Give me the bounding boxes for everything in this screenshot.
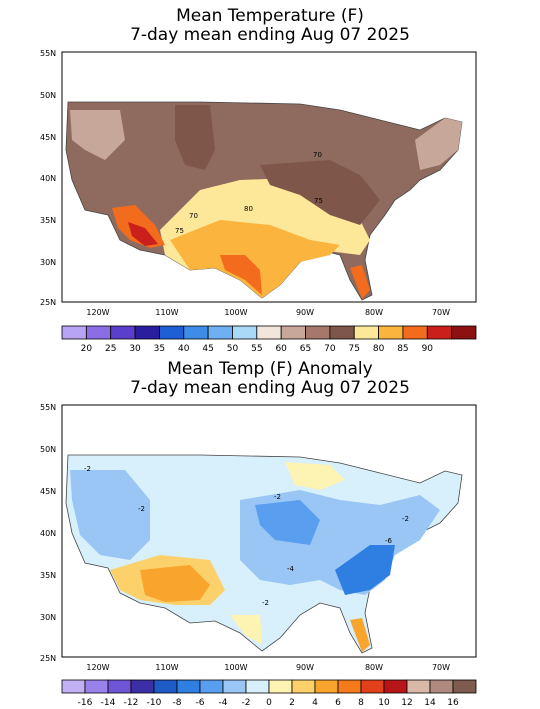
legend-swatch bbox=[451, 325, 477, 340]
panel1-lon-label: 120W bbox=[86, 308, 109, 317]
legend-swatch bbox=[378, 325, 404, 340]
panel1-contour-label: 80 bbox=[244, 205, 253, 213]
panel1-lat-label: 30N bbox=[40, 258, 56, 267]
panel1-cool-west bbox=[70, 110, 125, 160]
panel1-lat-label: 45N bbox=[40, 133, 56, 142]
legend-label: 55 bbox=[251, 344, 262, 354]
legend-swatch bbox=[426, 325, 453, 340]
panel1-contour-label: 75 bbox=[175, 227, 184, 235]
legend-swatch bbox=[353, 325, 379, 340]
panel1-dark-central bbox=[260, 160, 380, 225]
legend-label: 50 bbox=[227, 344, 239, 354]
legend-label: 90 bbox=[422, 344, 434, 354]
legend-label: 60 bbox=[275, 344, 287, 354]
panel1-lat-label: 25N bbox=[40, 298, 56, 307]
panel2-title-line2: 7-day mean ending Aug 07 2025 bbox=[130, 378, 410, 398]
legend-swatch bbox=[134, 325, 160, 340]
legend-label: 35 bbox=[154, 344, 165, 354]
panel1-lon-label: 70W bbox=[432, 308, 450, 317]
legend-label: 85 bbox=[397, 344, 408, 354]
legend-swatch bbox=[110, 325, 136, 340]
legend-swatch bbox=[183, 325, 209, 340]
legend-swatch bbox=[256, 325, 282, 340]
legend-label: 75 bbox=[349, 344, 360, 354]
panel1-lat-label: 35N bbox=[40, 216, 56, 225]
legend-swatch bbox=[329, 325, 355, 340]
legend-label: 45 bbox=[202, 344, 213, 354]
legend-label: 80 bbox=[373, 344, 385, 354]
legend-swatch bbox=[159, 325, 185, 340]
panel1-lat-label: 50N bbox=[40, 91, 56, 100]
legend-swatch bbox=[402, 325, 428, 340]
panel1-lon-label: 80W bbox=[365, 308, 383, 317]
panel2-title: Mean Temp (F) Anomaly 7-day mean ending … bbox=[0, 360, 540, 398]
panel1-lon-label: 110W bbox=[155, 308, 178, 317]
legend-label: 65 bbox=[300, 344, 311, 354]
legend-label: 25 bbox=[105, 344, 116, 354]
panel1-contour-labels: 70 75 80 75 70 bbox=[175, 151, 323, 235]
panel1-veryhot-texas bbox=[220, 255, 262, 295]
panel1-lon-label: 90W bbox=[296, 308, 314, 317]
legend-swatch bbox=[232, 325, 258, 340]
legend-label: 40 bbox=[178, 344, 190, 354]
panel1-hot-zone bbox=[170, 220, 340, 298]
legend-label: 30 bbox=[129, 344, 141, 354]
panel2-title-line1: Mean Temp (F) Anomaly bbox=[167, 359, 373, 379]
panel1-title-line2: 7-day mean ending Aug 07 2025 bbox=[130, 25, 410, 45]
panel1-contour-label: 70 bbox=[189, 212, 198, 220]
panel1-hottest-sw bbox=[128, 222, 158, 246]
legend-swatch bbox=[305, 325, 331, 340]
panel1-lon-labels: 120W 110W 100W 90W 80W 70W bbox=[86, 308, 450, 317]
panel1-legend: 20 25 30 35 40 45 50 55 60 65 70 75 80 85 90 bbox=[61, 325, 477, 354]
legend-label: 20 bbox=[81, 344, 93, 354]
legend-swatch bbox=[280, 325, 306, 340]
panel1-lon-label: 100W bbox=[224, 308, 247, 317]
panel1-frame bbox=[61, 51, 477, 303]
legend-label: 70 bbox=[324, 344, 336, 354]
panel1-cool-ne bbox=[415, 118, 462, 170]
panel1-contour-label: 70 bbox=[313, 151, 322, 159]
panel1-dark-plains bbox=[175, 105, 215, 170]
legend-swatch bbox=[207, 325, 233, 340]
panel1-contour-label: 75 bbox=[314, 197, 323, 205]
panel1-lat-label: 40N bbox=[40, 174, 56, 183]
panel1-lat-label: 55N bbox=[40, 49, 56, 58]
panel1-title-line1: Mean Temperature (F) bbox=[176, 6, 364, 26]
panel1-title: Mean Temperature (F) 7-day mean ending A… bbox=[0, 7, 540, 45]
legend-swatch bbox=[85, 325, 112, 340]
panel1-lat-labels: 55N 50N 45N 40N 35N 30N 25N bbox=[40, 49, 56, 307]
legend-swatch bbox=[61, 325, 87, 340]
panel1-florida bbox=[350, 265, 370, 299]
